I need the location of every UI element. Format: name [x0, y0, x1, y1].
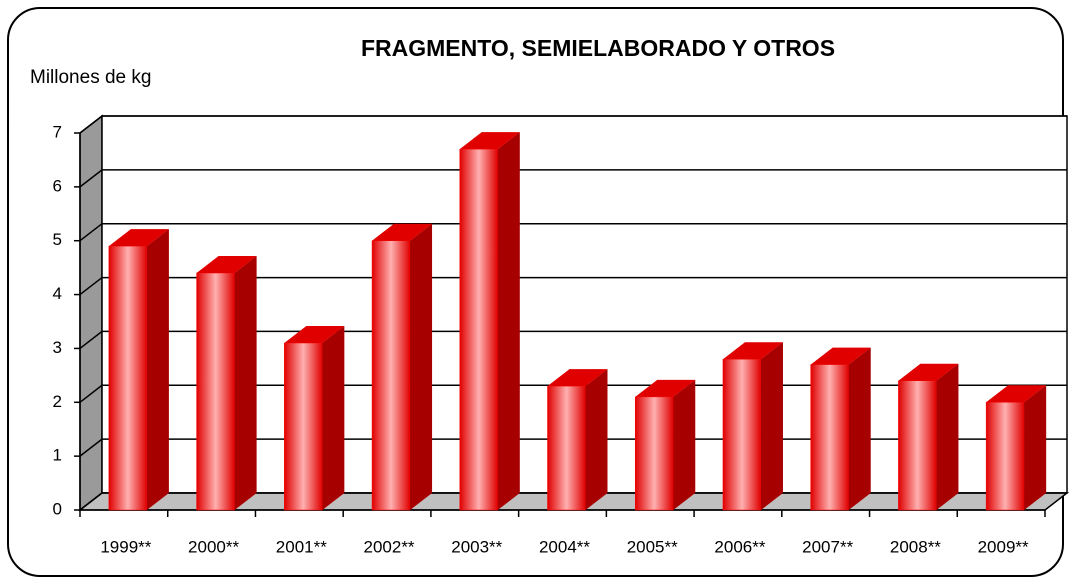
bar-top-shade: [986, 385, 1047, 403]
x-tick-label: 2007**: [802, 537, 853, 556]
bar-side-shade: [146, 229, 169, 510]
bar-side-shade: [322, 326, 345, 510]
bar-front: [810, 364, 849, 511]
bar-side-shade: [848, 347, 871, 510]
bar-side: [848, 347, 871, 510]
bar: [371, 223, 433, 511]
grid-line: [79, 115, 1067, 134]
bar-top-shade: [810, 347, 871, 365]
grid-line: [79, 276, 1067, 296]
y-tick-label: 5: [53, 230, 62, 249]
bar-front: [722, 358, 762, 511]
bar-top: [459, 132, 520, 150]
bar-side-shade: [497, 132, 520, 510]
bar-side: [1024, 385, 1047, 510]
x-tick-label: 2002**: [364, 537, 415, 556]
y-axis-title: Millones de kg: [30, 67, 151, 88]
bar-side-shade: [760, 342, 783, 510]
bar-side-shade: [410, 223, 433, 510]
bar-top: [547, 369, 608, 387]
bar-side: [410, 223, 433, 510]
bar-top: [196, 256, 257, 274]
bar-top: [986, 385, 1047, 403]
bar-top: [372, 223, 433, 241]
bar-top-shade: [459, 132, 520, 150]
bar-top-shade: [372, 223, 433, 241]
x-tick-label: 2008**: [890, 537, 941, 556]
x-tick-label: 1999**: [100, 537, 151, 556]
bar-front: [284, 342, 323, 511]
bar-side: [497, 132, 520, 510]
bar: [547, 369, 608, 511]
bar-top-shade: [284, 326, 345, 344]
grid-line: [79, 222, 1067, 242]
bar-front: [108, 245, 148, 511]
grid-line: [79, 330, 1067, 350]
bar-top-shade: [635, 379, 696, 397]
bar-side: [760, 342, 783, 510]
side-wall: [79, 114, 103, 512]
bar: [284, 326, 345, 511]
bar-side-shade: [1024, 385, 1047, 510]
bar-top-shade: [898, 363, 959, 381]
grid-line: [79, 169, 1067, 188]
bar: [634, 379, 696, 511]
bar: [985, 385, 1047, 511]
y-tick-label: 2: [53, 392, 62, 411]
bar: [722, 342, 783, 511]
bar-top: [722, 342, 783, 360]
bar-side: [322, 326, 345, 510]
bar-top-shade: [547, 369, 608, 387]
bar: [810, 347, 871, 511]
bar-side-shade: [936, 363, 959, 510]
bar-top-shade: [108, 229, 169, 247]
bar: [108, 229, 169, 511]
bar: [196, 256, 257, 511]
x-tick-label: 2005**: [627, 537, 678, 556]
y-tick-label: 4: [53, 284, 62, 303]
bar-front: [196, 272, 235, 511]
x-tick-label: 2004**: [539, 537, 590, 556]
bar-front: [985, 402, 1025, 511]
y-tick-label: 0: [53, 499, 62, 518]
chart-title: FRAGMENTO, SEMIELABORADO Y OTROS: [361, 35, 835, 61]
bar-side-shade: [234, 256, 257, 510]
bar-top-shade: [196, 256, 257, 274]
y-tick-label: 7: [53, 122, 62, 141]
bar-front: [898, 380, 937, 511]
x-tick-label: 2003**: [451, 537, 502, 556]
y-tick-label: 3: [53, 338, 62, 357]
bar-side: [585, 369, 608, 510]
bar-top: [108, 229, 169, 247]
bar-front: [371, 240, 411, 511]
bar-top: [635, 379, 696, 397]
bar-side-shade: [673, 379, 696, 510]
bar-top: [898, 363, 959, 381]
bar-side: [936, 363, 959, 510]
bar-top: [284, 326, 345, 344]
x-tick-label: 2001**: [276, 537, 327, 556]
x-tick-label: 2000**: [188, 537, 239, 556]
bar-side: [234, 256, 257, 510]
bar-front: [634, 396, 674, 511]
bar-top: [810, 347, 871, 365]
bar-top-shade: [722, 342, 783, 360]
x-tick-label: 2009**: [978, 537, 1029, 556]
bar-side: [146, 229, 169, 510]
bar: [898, 363, 959, 511]
y-tick-label: 1: [53, 446, 62, 465]
x-tick-label: 2006**: [714, 537, 765, 556]
y-tick-label: 6: [53, 176, 62, 195]
bar-front: [547, 385, 586, 511]
bar-front: [459, 148, 499, 511]
bar-side-shade: [585, 369, 608, 510]
bar: [459, 132, 520, 511]
bar-side: [673, 379, 696, 510]
